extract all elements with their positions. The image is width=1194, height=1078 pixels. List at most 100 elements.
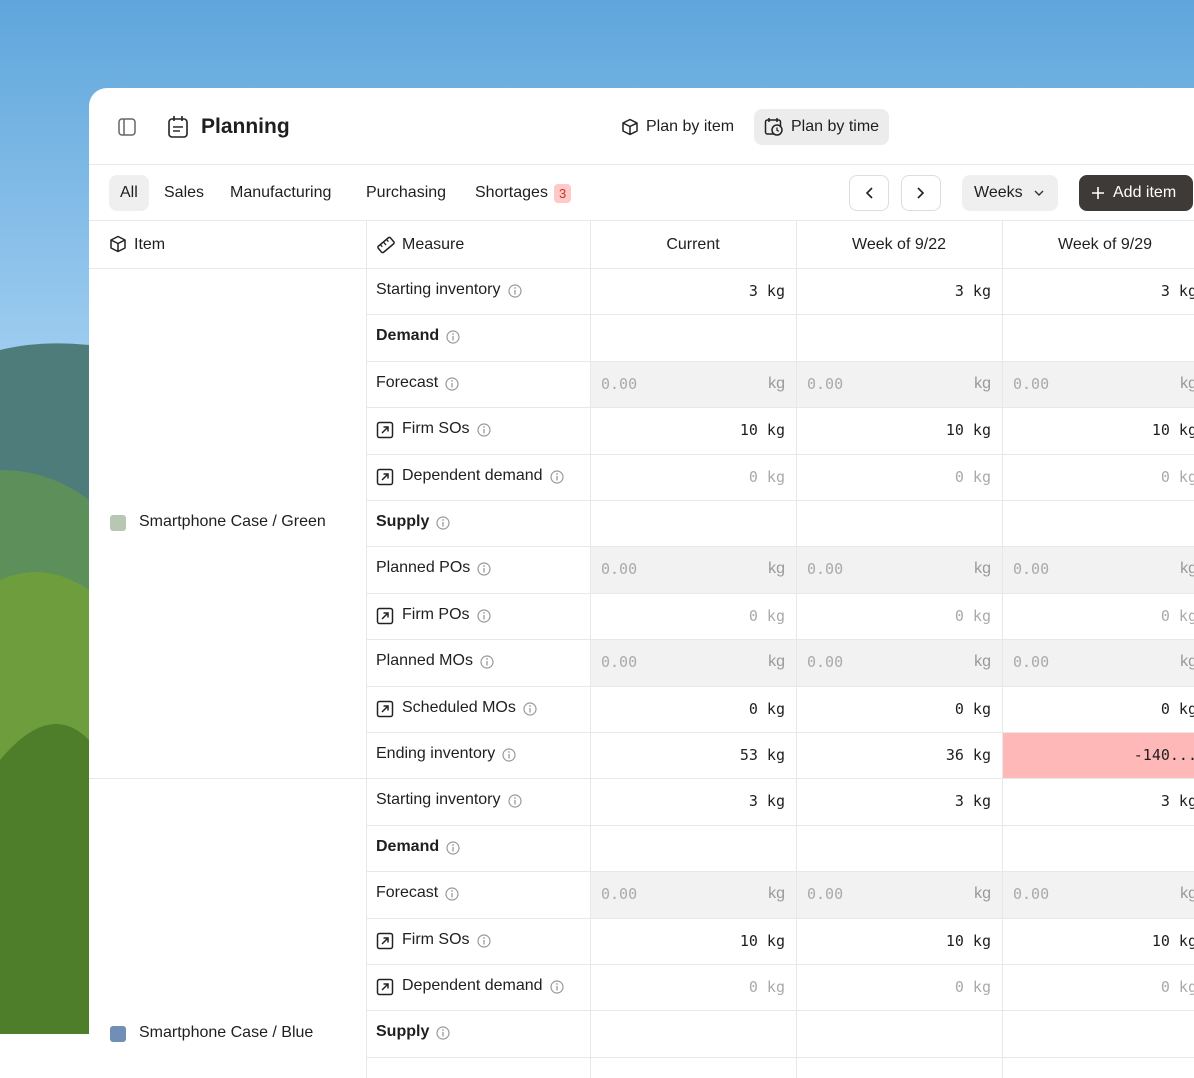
input-cell[interactable] (797, 361, 1002, 408)
view-tab[interactable]: Plan by time (754, 109, 890, 145)
input-cell[interactable] (1003, 361, 1194, 408)
input-unit: kg (974, 560, 991, 578)
measure-label: Firm SOs (402, 420, 470, 438)
filter-tab[interactable]: Manufacturing (219, 175, 342, 211)
row-divider (89, 778, 1194, 780)
measure-label: Forecast (376, 884, 439, 902)
row-divider (366, 453, 1194, 455)
filter-tab[interactable]: All (109, 175, 149, 211)
column-header: Week of 9/29 (1058, 236, 1152, 253)
item-name[interactable]: Smartphone Case / Green (139, 513, 326, 531)
input-cell[interactable] (1003, 872, 1194, 918)
input-unit: kg (768, 885, 785, 903)
input-cell[interactable] (1003, 547, 1194, 593)
link-icon (376, 932, 394, 955)
input-placeholder: 0.00 (1013, 374, 1050, 393)
item-swatch (110, 515, 126, 532)
measure-label: Starting inventory (376, 281, 501, 298)
shortage-value: -140... (1133, 746, 1194, 764)
filter-tab[interactable]: Purchasing (355, 175, 457, 211)
measure-label: Forecast (376, 373, 439, 391)
measure-icon (376, 235, 396, 260)
chevron (1033, 187, 1045, 199)
input-placeholder: 0.00 (1013, 560, 1050, 579)
add-item-button[interactable]: Add item (1079, 175, 1193, 211)
view-tab[interactable]: Plan by item (611, 109, 744, 145)
cell-value: 10 kg (1151, 931, 1194, 950)
measure-label: Scheduled MOs (402, 698, 516, 716)
row-divider (366, 1010, 1194, 1012)
input-unit: kg (1180, 885, 1194, 903)
row-divider (366, 639, 1194, 641)
row-divider (366, 685, 1194, 687)
input-placeholder: 0.00 (601, 560, 638, 579)
view-icon (621, 118, 639, 136)
column-header: Week of 9/22 (852, 236, 946, 253)
input-unit: kg (768, 560, 785, 578)
input-unit: kg (974, 885, 991, 903)
input-cell[interactable] (797, 872, 1002, 918)
input-placeholder: 0.00 (601, 885, 638, 904)
measure-label: Firm SOs (402, 930, 470, 948)
measure-label: Planned MOs (376, 652, 473, 670)
prev-button[interactable] (849, 175, 889, 211)
column-divider (366, 221, 367, 1078)
input-cell[interactable] (591, 547, 796, 593)
filter-tab[interactable]: Sales (153, 175, 215, 211)
next-button[interactable] (901, 175, 941, 211)
measure-label: Firm POs (402, 605, 470, 623)
row-divider (366, 871, 1194, 873)
column-header: Item (134, 236, 166, 253)
info-icon (508, 794, 522, 813)
measure-label: Supply (376, 513, 430, 530)
planning-panel: Planning Plan by item Plan by time All Sale… (89, 88, 1194, 1078)
input-cell[interactable] (591, 361, 796, 408)
info-icon (502, 748, 516, 767)
cell-value: 3 kg (748, 282, 785, 300)
input-placeholder: 0.00 (1013, 885, 1050, 904)
input-unit: kg (768, 653, 785, 671)
input-unit: kg (974, 653, 991, 671)
row-divider (366, 314, 1194, 316)
input-placeholder: 0.00 (807, 653, 844, 672)
row-divider (366, 824, 1194, 826)
info-icon (436, 516, 450, 535)
input-cell[interactable] (797, 640, 1002, 686)
measure-label: Supply (376, 1023, 430, 1041)
filter-label: Shortages (475, 184, 548, 201)
cell-value: 0 kg (954, 978, 991, 996)
measure-label: Planned POs (376, 559, 471, 577)
cell-value: 3 kg (954, 792, 991, 811)
column-divider (590, 221, 591, 1078)
cell-value: 3 kg (1160, 282, 1194, 300)
measure-label: Starting inventory (376, 791, 501, 809)
info-icon (508, 284, 522, 303)
cell-value: 0 kg (954, 606, 991, 625)
item-name[interactable]: Smartphone Case / Blue (139, 1023, 314, 1041)
row-divider (366, 360, 1194, 362)
input-cell[interactable] (591, 640, 796, 686)
calendar-icon (168, 116, 188, 138)
link-icon (376, 421, 394, 444)
input-cell[interactable] (797, 547, 1002, 593)
link-icon (376, 978, 394, 1001)
cell-value: 10 kg (739, 421, 785, 440)
measure-label: Demand (376, 327, 440, 345)
row-divider (366, 964, 1194, 965)
cell-value: 53 kg (739, 746, 785, 764)
row-divider (366, 917, 1194, 919)
column-divider (796, 221, 797, 1078)
input-unit: kg (1180, 653, 1194, 671)
filter-tab[interactable]: Shortages 3 (464, 175, 582, 211)
page-title: Planning (201, 115, 290, 138)
info-icon (477, 423, 491, 442)
view-icon (764, 117, 784, 137)
input-cell[interactable] (591, 872, 796, 918)
input-cell[interactable] (1003, 640, 1194, 686)
column-header: Current (666, 236, 720, 253)
period-select[interactable]: Weeks (962, 175, 1058, 211)
sidebar-toggle[interactable] (117, 117, 137, 137)
info-icon (480, 655, 494, 674)
filter-label: Sales (164, 184, 205, 201)
